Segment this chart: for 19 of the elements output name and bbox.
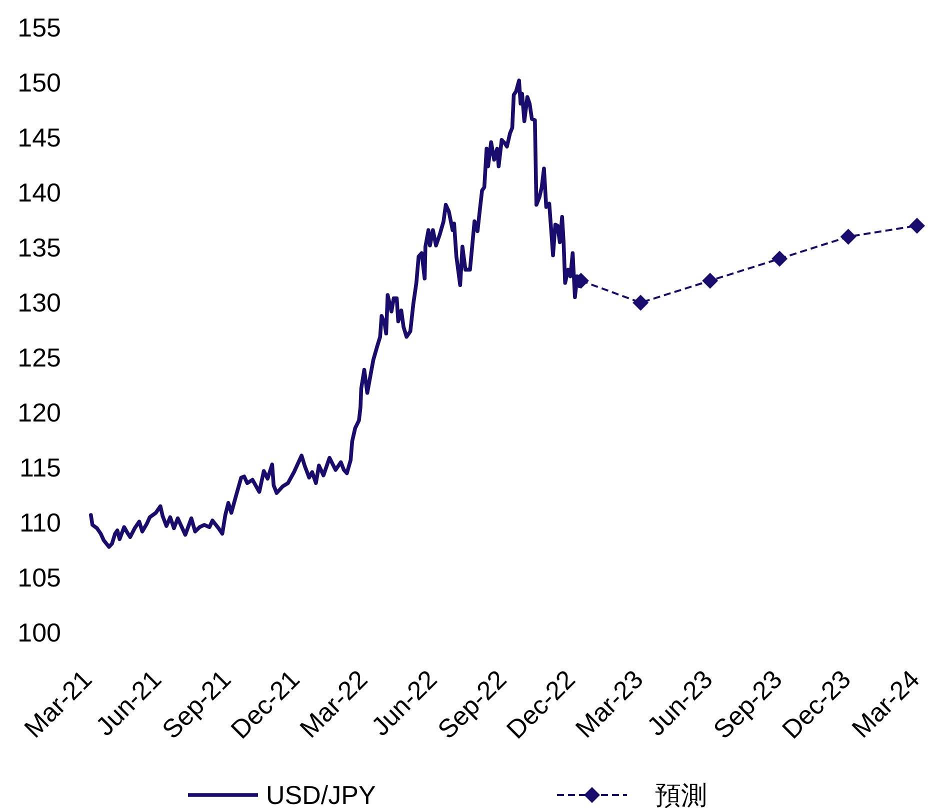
y-tick-label: 115 (20, 452, 61, 483)
y-tick-label: 155 (18, 12, 61, 43)
point (702, 272, 718, 289)
y-tick-label: 135 (18, 232, 61, 263)
y-tick-label: 100 (18, 618, 61, 648)
y-tick-label: 105 (18, 562, 61, 593)
y-tick-label: 150 (18, 68, 61, 98)
point (772, 250, 788, 267)
point (632, 294, 649, 311)
y-tick-label: 145 (18, 122, 61, 153)
y-tick-label: 110 (20, 508, 61, 538)
y-tick-label: 120 (18, 398, 61, 428)
legend-label: USD/JPY (266, 780, 376, 808)
y-tick-label: 125 (18, 342, 61, 373)
legend-label: 預測 (655, 780, 707, 808)
y-tick-label: 130 (18, 288, 61, 318)
y-tick-label: 140 (18, 178, 61, 208)
point (909, 218, 925, 234)
point (840, 228, 856, 245)
